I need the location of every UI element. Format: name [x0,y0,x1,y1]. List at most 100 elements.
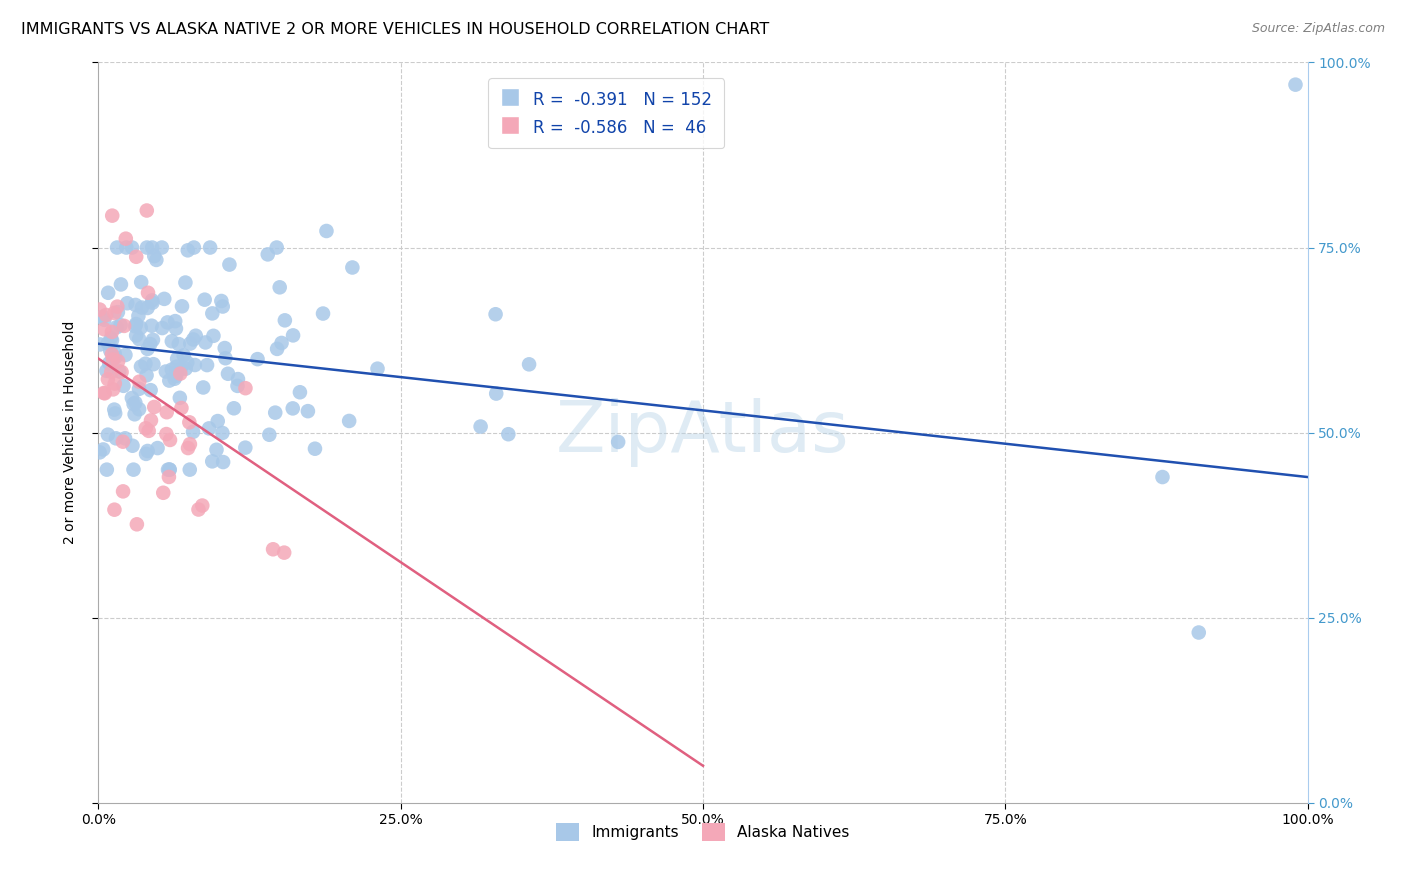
Point [135,368,157,383]
Point [312,307,335,321]
Point [125,250,148,264]
Point [191,499,214,513]
Point [177,441,200,455]
Point [146,441,169,455]
Point [198,421,221,435]
Text: ZipAtlas: ZipAtlas [557,398,849,467]
Point [105,300,128,314]
Point [101,209,124,223]
Point [141,240,163,255]
Point [281,401,304,416]
Point [470,419,492,434]
Point [141,295,163,310]
Point [226,372,249,386]
Point [104,431,127,445]
Point [187,502,209,516]
Point [110,365,132,379]
Point [211,425,233,440]
Point [269,280,291,294]
Point [142,333,165,347]
Point [131,301,153,315]
Point [156,405,179,419]
Point [315,224,337,238]
Point [100,331,122,345]
Point [93,386,115,401]
Point [304,442,326,456]
Point [179,437,201,451]
Point [150,321,173,335]
Point [201,306,224,320]
Point [91,310,114,324]
Point [122,397,145,411]
Point [179,336,201,351]
Point [169,391,191,405]
Point [259,427,281,442]
Point [217,367,239,381]
Point [159,462,181,476]
Point [205,442,228,457]
Point [173,348,195,362]
Text: IMMIGRANTS VS ALASKA NATIVE 2 OR MORE VEHICLES IN HOUSEHOLD CORRELATION CHART: IMMIGRANTS VS ALASKA NATIVE 2 OR MORE VE… [21,22,769,37]
Point [184,358,207,372]
Point [135,421,157,435]
Point [209,293,232,308]
Point [485,386,508,401]
Point [262,542,284,557]
Point [96,308,118,322]
Point [166,366,188,380]
Point [281,328,304,343]
Point [121,439,143,453]
Point [136,285,159,300]
Point [124,319,146,334]
Point [181,425,204,439]
Point [1152,470,1174,484]
Point [194,335,217,350]
Point [103,345,125,359]
Point [214,341,236,355]
Point [139,413,162,427]
Point [198,240,221,255]
Point [103,306,125,320]
Point [124,395,146,409]
Point [112,318,135,333]
Point [184,328,207,343]
Point [152,485,174,500]
Point [270,335,292,350]
Point [288,385,311,400]
Point [218,258,240,272]
Point [266,342,288,356]
Point [115,240,138,255]
Point [136,444,159,458]
Point [97,427,120,442]
Point [125,517,148,532]
Point [145,252,167,267]
Point [177,244,200,258]
Point [157,462,180,476]
Point [128,332,150,346]
Point [124,407,146,421]
Point [159,433,181,447]
Point [104,406,127,420]
Point [107,354,129,368]
Point [108,364,131,378]
Point [153,292,176,306]
Point [150,240,173,255]
Point [517,357,540,371]
Point [129,359,152,374]
Point [274,313,297,327]
Point [157,470,180,484]
Point [367,361,389,376]
Point [607,434,630,449]
Point [89,302,111,317]
Point [165,359,187,374]
Point [222,401,245,416]
Point [128,402,150,417]
Point [176,355,198,369]
Point [105,240,128,255]
Point [214,351,236,366]
Point [155,365,177,379]
Point [98,356,121,370]
Point [103,402,125,417]
Point [235,381,257,395]
Point [128,382,150,396]
